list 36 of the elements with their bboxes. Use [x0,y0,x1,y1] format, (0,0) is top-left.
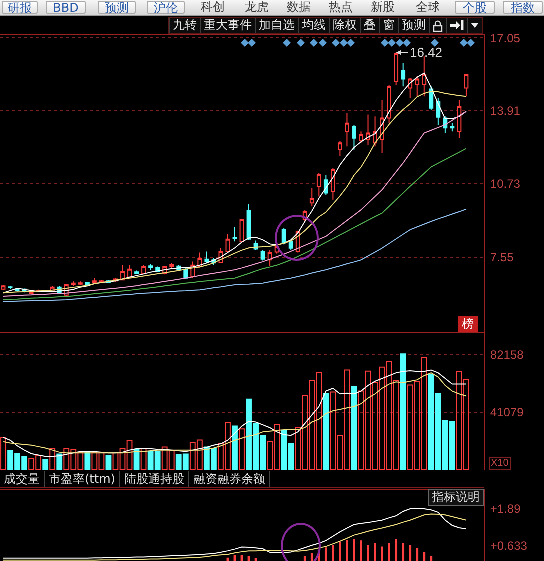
text: 加自选 [255,18,298,33]
text: 全球 [415,0,441,14]
text: 窗 [379,18,398,33]
y-tick-label: 7.55 [490,250,514,265]
text: 融资融券余额 [189,471,270,487]
text: 陆股通持股 [120,471,190,487]
text: 叠 [360,18,379,33]
text: 龙虎 [244,0,270,14]
y-tick-label: +1.89 [490,502,522,516]
text: 数据 [286,0,312,14]
text: 成交量 [0,471,45,487]
text: 沪伦 [147,1,185,15]
annotation: 16.42 [410,45,443,60]
text: 九转 [169,18,200,33]
annotation: 指标说明 [428,489,484,506]
y-tick-label: 82158 [490,348,524,362]
y-tick-label: 41079 [490,405,524,420]
text: 预测 [98,1,136,15]
text: 指数 [503,1,543,15]
annotation: 榜 [458,316,478,332]
text: 科创 [200,0,226,14]
text: 均线 [298,18,329,33]
text: 预测 [398,18,429,33]
text: 重大事件 [200,18,255,33]
text: BBD [46,1,86,15]
text: 研报 [2,1,38,15]
text: X10 [489,457,511,470]
text: 市盈率(ttm) [45,471,120,487]
text: 新股 [370,0,396,14]
y-tick-label: 17.05 [490,31,521,46]
text: 热点 [328,0,354,14]
text: 个股 [455,1,495,15]
y-tick-label: 13.91 [490,104,521,118]
y-tick-label: 10.73 [490,177,521,192]
text: 除权 [329,18,360,33]
y-tick-label: +0.633 [490,538,528,553]
